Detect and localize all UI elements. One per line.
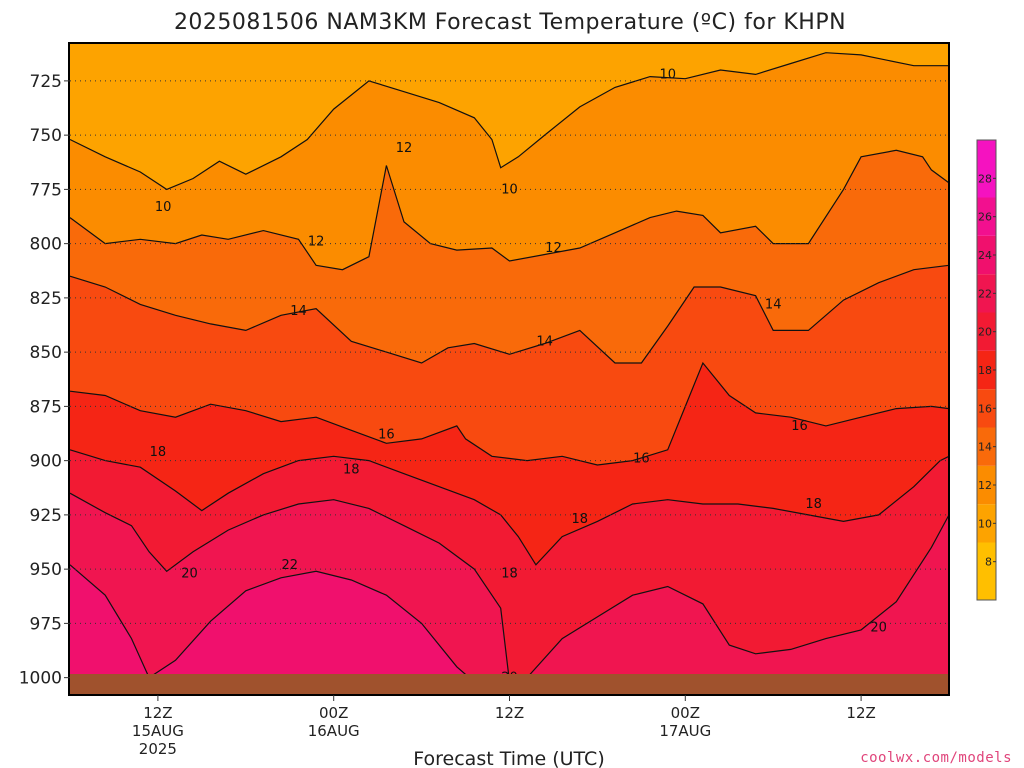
- contour-label: 22: [281, 558, 298, 573]
- colorbar-band: [977, 389, 996, 428]
- x-tick-label: 12Z: [495, 704, 524, 722]
- colorbar-band: [977, 427, 996, 466]
- y-tick-label: 850: [30, 343, 62, 363]
- contour-line: [69, 149, 950, 271]
- colorbar-tick-label: 24: [978, 249, 992, 262]
- contour-line: [69, 492, 950, 683]
- colorbar-tick-label: 10: [978, 517, 992, 530]
- x-tick-label: 15AUG: [132, 722, 184, 740]
- contour-label: 18: [150, 445, 167, 460]
- contour-label: 18: [805, 497, 822, 512]
- contour-line: [69, 264, 950, 364]
- colorbar-tick-label: 8: [985, 556, 992, 569]
- y-tick-label: 800: [30, 235, 62, 255]
- contour-line: [69, 52, 949, 191]
- y-tick-label: 925: [30, 506, 62, 526]
- contour-label: 10: [501, 182, 518, 197]
- site-credit: coolwx.com/models: [860, 750, 1012, 766]
- y-tick-label: 1000: [19, 669, 62, 689]
- contour-label: 10: [659, 67, 676, 82]
- contour-label: 14: [290, 304, 307, 319]
- colorbar-band: [977, 235, 996, 275]
- colorbar-band: [977, 274, 996, 313]
- y-tick-label: 725: [30, 72, 62, 92]
- x-tick-label: 2025: [139, 740, 177, 758]
- contour-label: 14: [536, 334, 553, 349]
- colorbar-band: [977, 350, 996, 390]
- x-axis-label: Forecast Time (UTC): [413, 748, 604, 768]
- y-tick-label: 950: [30, 560, 62, 580]
- colorbar-band: [977, 140, 996, 198]
- contour-label: 16: [378, 428, 395, 443]
- colorbar-tick-label: 26: [978, 211, 992, 224]
- colorbar-band: [977, 542, 996, 600]
- colorbar-tick-label: 18: [978, 364, 992, 377]
- contour-label: 18: [501, 566, 518, 581]
- contour-label: 18: [572, 512, 589, 527]
- contour-label: 12: [308, 234, 325, 249]
- x-tick-label: 00Z: [319, 704, 348, 722]
- chart-title: 2025081506 NAM3KM Forecast Temperature (…: [174, 10, 846, 35]
- x-tick-label: 17AUG: [659, 722, 711, 740]
- colorbar-tick-label: 12: [978, 479, 992, 492]
- colorbar-band: [977, 504, 996, 543]
- band-fill: [70, 564, 949, 695]
- contour-label: 12: [396, 141, 413, 156]
- colorbar-band: [977, 312, 996, 351]
- contour-label: 14: [765, 297, 782, 312]
- ground-surface: [70, 674, 949, 695]
- colorbar-tick-label: 28: [978, 172, 992, 185]
- y-tick-label: 825: [30, 289, 62, 309]
- contour-label: 20: [870, 621, 887, 636]
- x-tick-label: 16AUG: [308, 722, 360, 740]
- colorbar-tick-label: 22: [978, 287, 992, 300]
- y-tick-label: 900: [30, 452, 62, 472]
- contour-label: 12: [545, 241, 562, 256]
- contour-line: [69, 449, 950, 566]
- colorbar-tick-label: 16: [978, 402, 992, 415]
- x-tick-label: 12Z: [143, 704, 172, 722]
- contour-line: [69, 564, 475, 683]
- contour-label: 18: [343, 462, 360, 477]
- colorbar-tick-label: 20: [978, 326, 992, 339]
- y-tick-label: 975: [30, 614, 62, 634]
- y-tick-label: 750: [30, 126, 62, 146]
- colorbar-band: [977, 465, 996, 505]
- contour-label: 16: [633, 451, 650, 466]
- contour-label: 16: [791, 419, 808, 434]
- x-tick-label: 00Z: [671, 704, 700, 722]
- contour-label: 20: [181, 566, 198, 581]
- colorbar-tick-label: 14: [978, 441, 992, 454]
- y-tick-label: 775: [30, 180, 62, 200]
- contour-line: [69, 361, 950, 466]
- y-tick-label: 875: [30, 397, 62, 417]
- x-tick-label: 12Z: [846, 704, 875, 722]
- contour-label: 10: [155, 200, 172, 215]
- colorbar-band: [977, 197, 996, 236]
